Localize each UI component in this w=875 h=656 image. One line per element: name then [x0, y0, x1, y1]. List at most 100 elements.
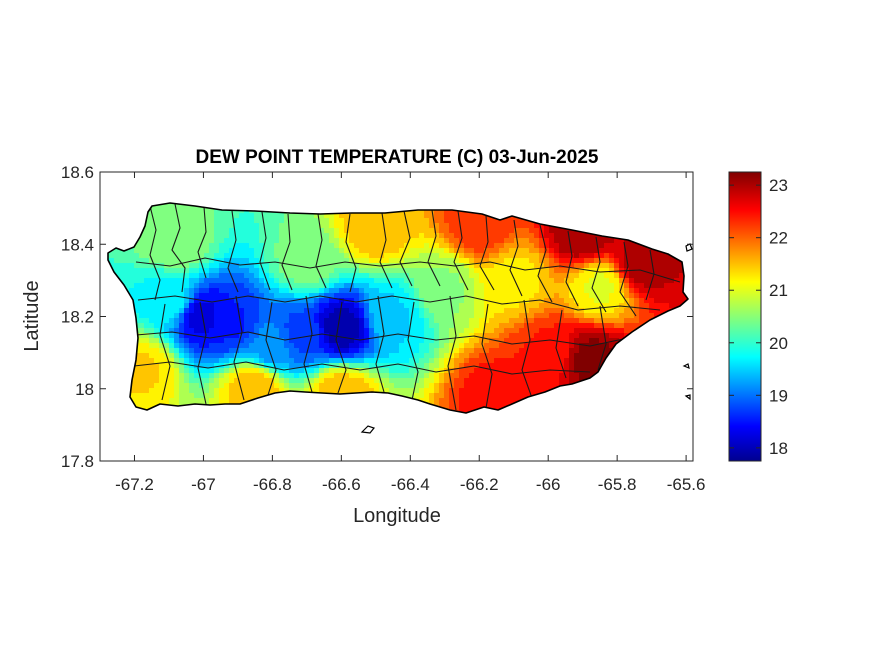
field-cell [549, 293, 555, 299]
field-cell [579, 243, 585, 249]
field-cell [489, 293, 495, 299]
field-cell [174, 388, 180, 394]
field-cell [129, 248, 135, 254]
field-cell [444, 223, 450, 229]
field-cell [399, 238, 405, 244]
field-cell [489, 358, 495, 364]
field-cell [469, 278, 475, 284]
field-cell [664, 258, 670, 264]
field-cell [589, 318, 595, 324]
field-cell [419, 293, 425, 299]
field-cell [519, 243, 525, 249]
field-cell [484, 333, 490, 339]
field-cell [139, 303, 145, 309]
field-cell [469, 323, 475, 329]
field-cell [464, 273, 470, 279]
field-cell [419, 263, 425, 269]
field-cell [374, 328, 380, 334]
field-cell [564, 248, 570, 254]
field-cell [639, 288, 645, 294]
field-cell [579, 323, 585, 329]
field-cell [139, 343, 145, 349]
field-cell [564, 373, 570, 379]
field-cell [419, 233, 425, 239]
field-cell [154, 228, 160, 234]
field-cell [269, 233, 275, 239]
field-cell [154, 393, 160, 399]
field-cell [204, 323, 210, 329]
field-cell [409, 338, 415, 344]
field-cell [349, 378, 355, 384]
field-cell [484, 278, 490, 284]
field-cell [564, 323, 570, 329]
field-cell [379, 328, 385, 334]
field-cell [319, 268, 325, 274]
field-cell [499, 303, 505, 309]
field-cell [364, 278, 370, 284]
field-cell [554, 268, 560, 274]
field-cell [274, 233, 280, 239]
field-cell [504, 313, 510, 319]
field-cell [354, 368, 360, 374]
field-cell [149, 233, 155, 239]
field-cell [564, 288, 570, 294]
field-cell [529, 288, 535, 294]
field-cell [169, 208, 175, 214]
field-cell [469, 253, 475, 259]
field-cell [579, 348, 585, 354]
field-cell [494, 393, 500, 399]
field-cell [514, 298, 520, 304]
field-cell [184, 343, 190, 349]
field-cell [469, 273, 475, 279]
field-cell [459, 243, 465, 249]
field-cell [154, 293, 160, 299]
field-cell [309, 378, 315, 384]
field-cell [314, 373, 320, 379]
field-cell [354, 298, 360, 304]
field-cell [504, 223, 510, 229]
field-cell [344, 328, 350, 334]
field-cell [209, 368, 215, 374]
field-cell [364, 338, 370, 344]
field-cell [149, 268, 155, 274]
field-cell [129, 388, 135, 394]
field-cell [309, 343, 315, 349]
field-cell [369, 213, 375, 219]
field-cell [574, 278, 580, 284]
field-cell [364, 358, 370, 364]
field-cell [424, 238, 430, 244]
field-cell [224, 288, 230, 294]
field-cell [224, 383, 230, 389]
field-cell [229, 363, 235, 369]
field-cell [209, 398, 215, 404]
field-cell [184, 393, 190, 399]
field-cell [529, 303, 535, 309]
field-cell [134, 303, 140, 309]
field-cell [519, 363, 525, 369]
field-cell [464, 328, 470, 334]
field-cell [379, 293, 385, 299]
field-cell [189, 368, 195, 374]
field-cell [394, 368, 400, 374]
field-cell [369, 378, 375, 384]
field-cell [199, 258, 205, 264]
field-cell [434, 233, 440, 239]
field-cell [294, 353, 300, 359]
field-cell [634, 288, 640, 294]
field-cell [179, 308, 185, 314]
field-cell [554, 353, 560, 359]
field-cell [279, 233, 285, 239]
field-cell [559, 283, 565, 289]
field-cell [254, 373, 260, 379]
field-cell [144, 343, 150, 349]
field-cell [339, 363, 345, 369]
field-cell [639, 258, 645, 264]
field-cell [389, 343, 395, 349]
field-cell [229, 248, 235, 254]
field-cell [449, 253, 455, 259]
field-cell [169, 298, 175, 304]
field-cell [484, 288, 490, 294]
field-cell [499, 403, 505, 409]
field-cell [259, 333, 265, 339]
field-cell [334, 218, 340, 224]
